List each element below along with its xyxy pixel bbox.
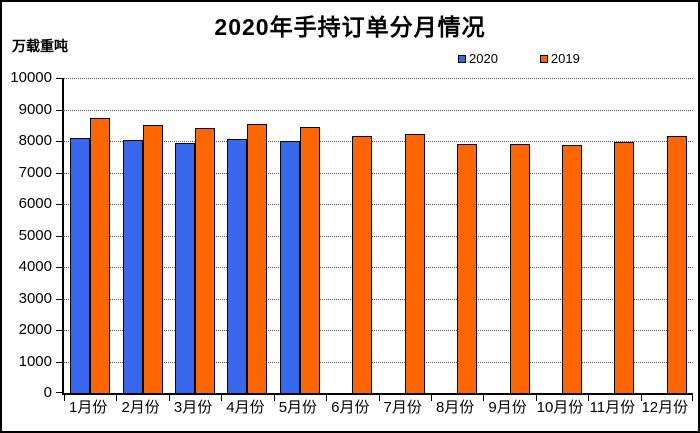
bar-2020-2月份 [122, 140, 143, 393]
bar-2019-7月份 [404, 134, 425, 393]
bar-2019-2月份 [142, 125, 163, 393]
bar-2019-4月份 [247, 124, 268, 393]
y-axis-tick-label: 1000 [18, 352, 52, 370]
gridline-3000 [64, 298, 693, 300]
y-axis-tick-label: 6000 [18, 195, 52, 212]
y-axis-tick-label: 9000 [18, 100, 52, 118]
bar-2019-9月份 [509, 144, 530, 393]
x-axis-tick-label-3月份: 3月份 [173, 399, 213, 416]
bar-group-8月份 [431, 78, 483, 393]
gridline-10000 [64, 78, 693, 79]
bar-2019-3月份 [195, 128, 216, 393]
x-axis-tick [168, 395, 170, 401]
x-axis-tick-label-2月份: 2月份 [121, 399, 160, 416]
bar-2020-4月份 [227, 139, 248, 393]
y-axis-tick-label: 3000 [18, 289, 52, 307]
gridline-8000 [64, 141, 693, 142]
bar-group-3月份 [169, 78, 221, 393]
bar-2020-5月份 [279, 141, 300, 393]
bar-group-7月份 [379, 78, 431, 393]
plot-area [56, 78, 693, 401]
x-axis-tick-label-8月份: 8月份 [435, 399, 475, 416]
gridline-5000 [64, 235, 693, 237]
x-axis-tick-label-11月份: 11月份 [589, 399, 636, 416]
bar-group-5月份 [274, 78, 326, 393]
x-axis-tick [640, 395, 642, 401]
x-axis-tick [326, 395, 328, 401]
gridline-2000 [64, 330, 693, 331]
bar-2019-10月份 [561, 145, 582, 393]
y-axis-tick-label: 7000 [18, 163, 52, 181]
x-axis-tick [535, 395, 537, 401]
legend: 2020 2019 [458, 52, 580, 65]
x-axis-tick [273, 395, 275, 401]
bar-2019-6月份 [352, 136, 373, 393]
y-axis-unit-label: 万载重吨 [12, 38, 68, 54]
y-axis-tick [56, 361, 62, 363]
y-axis-tick [56, 204, 62, 205]
y-axis-tick-label: 10000 [10, 69, 52, 86]
y-axis-tick [56, 172, 62, 174]
gridline-9000 [64, 109, 693, 111]
gridline-4000 [64, 267, 693, 268]
x-axis-tick [378, 395, 380, 401]
gridline-6000 [64, 204, 693, 205]
legend-item-2019: 2019 [539, 51, 580, 66]
x-axis-tick-label-4月份: 4月份 [226, 399, 265, 416]
y-axis-tick-label: 4000 [18, 258, 52, 275]
y-axis-tick-label: 8000 [18, 132, 52, 149]
y-axis-tick-label: 2000 [18, 321, 52, 338]
x-axis-tick [483, 395, 485, 401]
y-axis-tick-label: 5000 [18, 226, 52, 244]
x-axis-tick-label-10月份: 10月份 [536, 399, 584, 416]
y-axis-tick-label: 0 [43, 384, 52, 401]
x-axis-tick-label-6月份: 6月份 [331, 399, 370, 416]
bar-group-9月份 [483, 78, 535, 393]
y-axis-tick [56, 109, 62, 111]
legend-label-2020: 2020 [469, 51, 498, 66]
x-axis-tick-label-9月份: 9月份 [488, 399, 527, 416]
bar-2019-11月份 [614, 142, 635, 393]
y-axis-tick [56, 78, 62, 79]
y-axis-tick [56, 330, 62, 331]
x-axis-tick [116, 395, 118, 401]
bar-2020-1月份 [70, 138, 91, 393]
bar-2019-8月份 [457, 144, 478, 393]
bar-group-6月份 [326, 78, 378, 393]
x-axis-tick-label-1月份: 1月份 [69, 399, 108, 416]
bar-group-4月份 [221, 78, 273, 393]
y-axis-tick [56, 392, 62, 393]
chart-title: 2020年手持订单分月情况 [214, 14, 486, 40]
gridline-7000 [64, 172, 693, 174]
y-axis-tick [56, 298, 62, 300]
legend-item-2020: 2020 [458, 52, 498, 65]
x-axis-tick-label-7月份: 7月份 [383, 399, 422, 416]
y-axis-tick [56, 141, 62, 142]
x-axis-tick [588, 395, 590, 401]
bar-2019-1月份 [90, 118, 111, 393]
bar-group-2月份 [116, 78, 168, 393]
bar-2020-3月份 [175, 143, 196, 393]
y-axis-tick [56, 235, 62, 237]
x-axis-tick [692, 395, 693, 401]
bar-group-12月份 [641, 78, 693, 393]
x-axis-tick-label-5月份: 5月份 [278, 399, 318, 416]
gridline-1000 [64, 361, 693, 363]
x-axis-tick [64, 395, 65, 401]
bar-group-11月份 [588, 78, 640, 393]
y-axis-tick [56, 267, 62, 268]
legend-label-2019: 2019 [550, 51, 580, 66]
x-axis-tick-label-12月份: 12月份 [641, 399, 689, 416]
bar-group-1月份 [64, 78, 116, 393]
bar-group-10月份 [536, 78, 588, 393]
x-axis-tick [430, 395, 432, 401]
legend-swatch-2019-icon [539, 54, 548, 63]
legend-swatch-2020-icon [458, 54, 466, 63]
bar-2019-12月份 [666, 136, 687, 393]
x-axis-tick [221, 395, 223, 401]
bar-2019-5月份 [299, 127, 320, 393]
